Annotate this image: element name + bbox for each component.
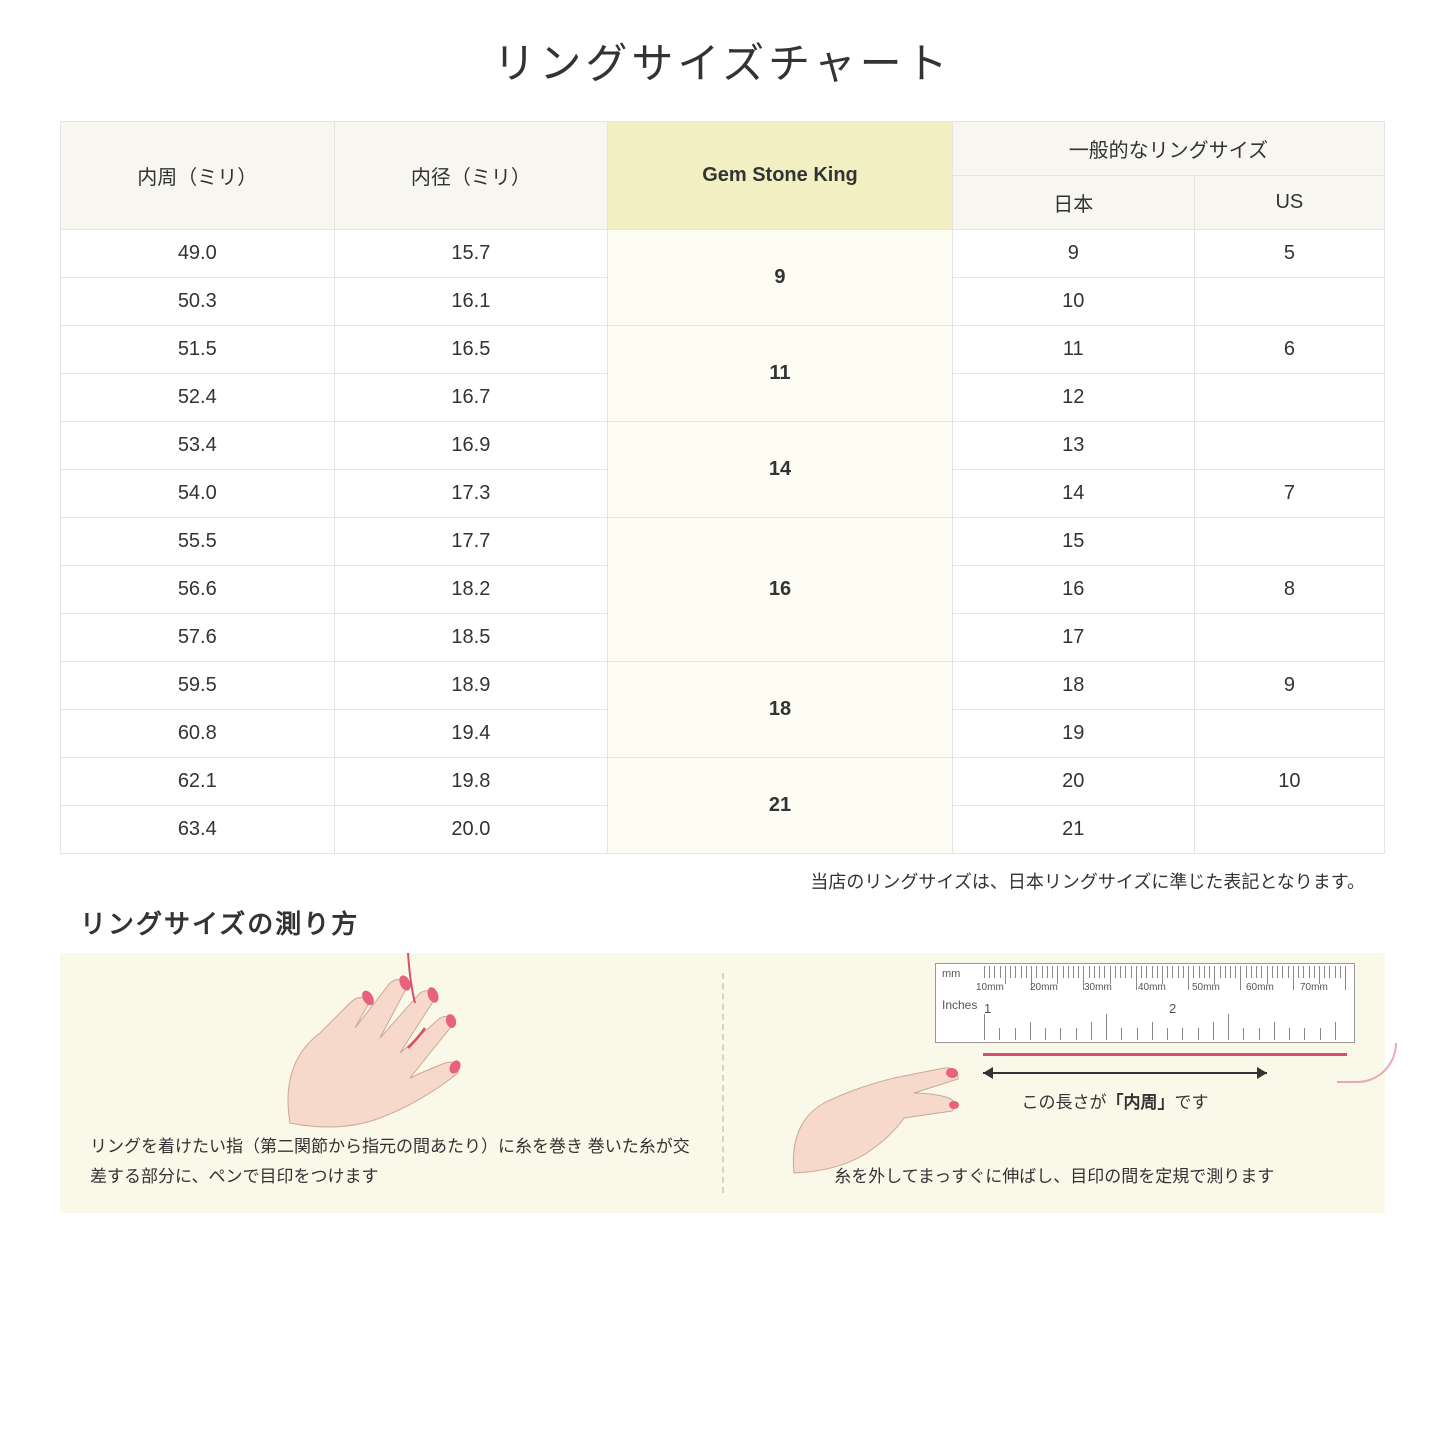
measure-arrow [983,1062,1347,1086]
ruler-illustration: mm Inches 10mm20mm30mm40mm50mm60mm70mm 1… [935,963,1355,1113]
col-circumference: 内周（ミリ） [61,122,335,230]
table-row: 59.518.918189 [61,662,1385,710]
measure-label: この長さが「内周」です [935,1088,1295,1113]
col-japan: 日本 [952,176,1194,230]
ruler-inches-label: Inches [942,998,977,1012]
ring-size-table: 内周（ミリ） 内径（ミリ） Gem Stone King 一般的なリングサイズ … [60,121,1385,854]
table-footnote: 当店のリングサイズは、日本リングサイズに準じた表記となります。 [60,868,1385,894]
col-gsk: Gem Stone King [608,122,953,230]
page-title: リングサイズチャート [60,30,1385,91]
col-diameter: 内径（ミリ） [334,122,608,230]
thread-line [983,1053,1347,1056]
measure-subtitle: リングサイズの測り方 [80,904,1385,941]
instruction-step-2: mm Inches 10mm20mm30mm40mm50mm60mm70mm 1… [724,953,1386,1213]
instruction-step-1: リングを着けたい指（第二関節から指元の間あたり）に糸を巻き 巻いた糸が交差する部… [60,953,722,1213]
table-row: 53.416.91413 [61,422,1385,470]
col-general: 一般的なリングサイズ [952,122,1384,176]
table-row: 51.516.511116 [61,326,1385,374]
hand-wrap-illustration [260,943,520,1143]
instructions-panel: リングを着けたい指（第二関節から指元の間あたり）に糸を巻き 巻いた糸が交差する部… [60,953,1385,1213]
table-row: 49.015.7995 [61,230,1385,278]
col-us: US [1194,176,1384,230]
ruler-mm-label: mm [942,968,960,980]
table-row: 55.517.71615 [61,518,1385,566]
table-row: 62.119.8212010 [61,758,1385,806]
